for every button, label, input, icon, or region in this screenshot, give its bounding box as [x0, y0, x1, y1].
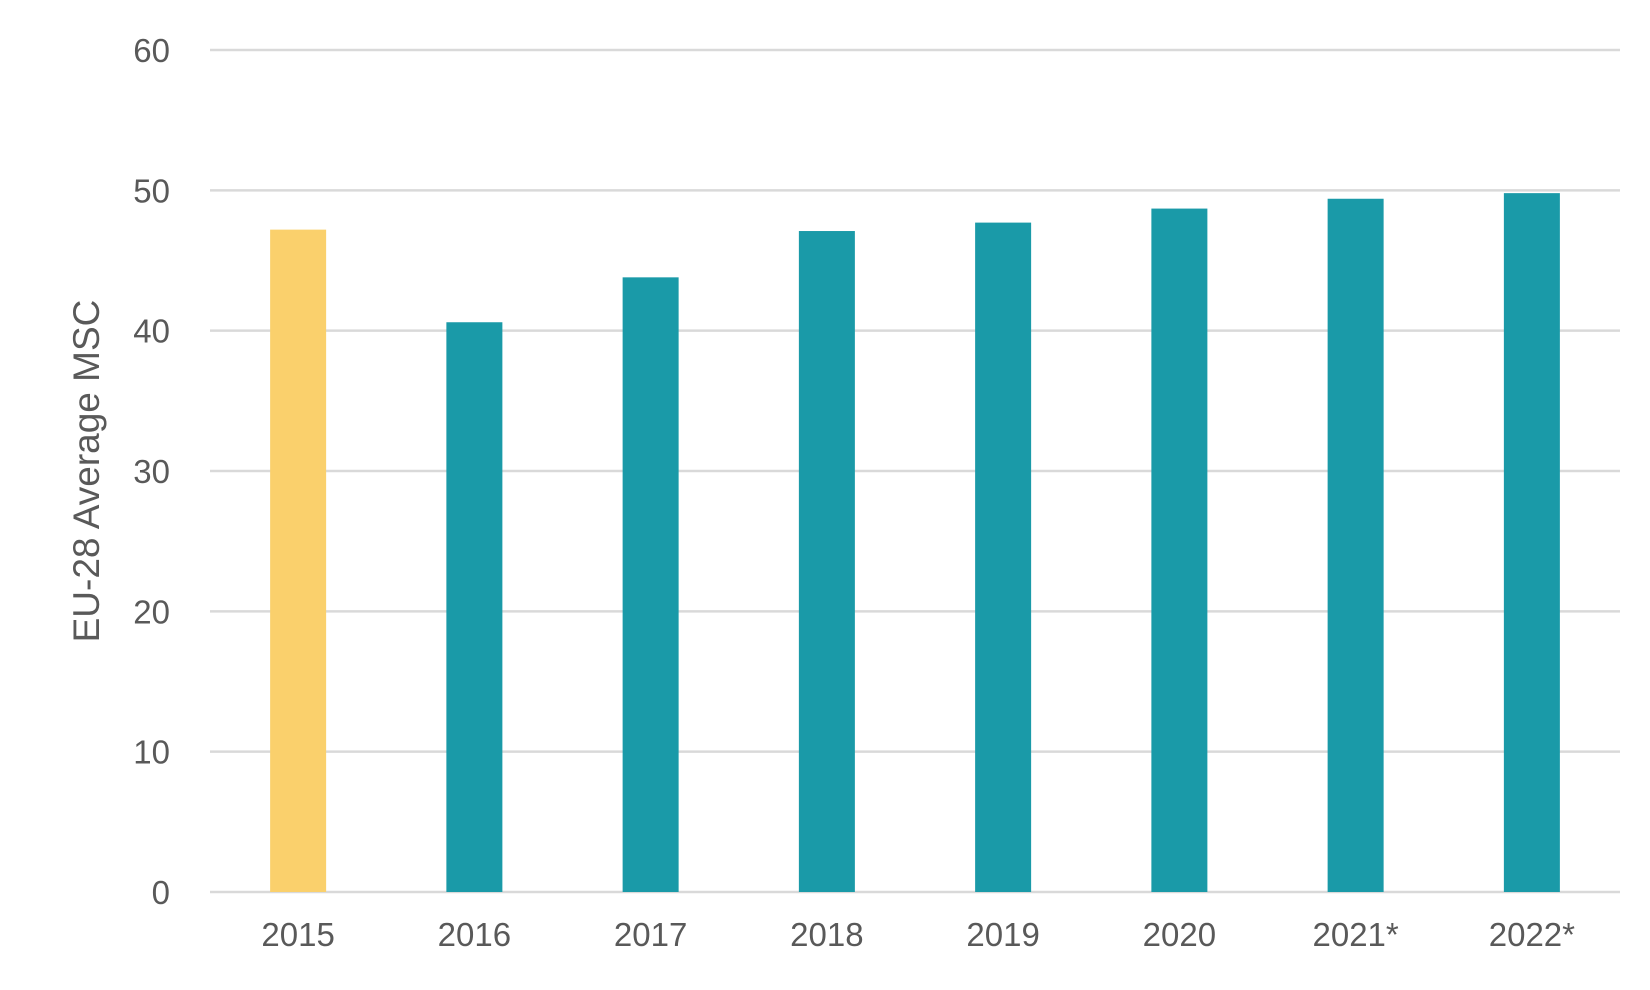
- y-tick-label: 50: [133, 172, 170, 209]
- x-axis-ticks: 2015 2016 2017 2018 2019 2020 2021* 2022*: [261, 916, 1575, 953]
- x-tick-label: 2015: [261, 916, 334, 953]
- bar-2020: [1151, 208, 1208, 892]
- y-tick-label: 40: [133, 313, 170, 350]
- y-axis-title: EU-28 Average MSC: [66, 300, 107, 643]
- bar-2016: [446, 322, 503, 892]
- x-tick-label: 2016: [438, 916, 511, 953]
- x-tick-label: 2022*: [1489, 916, 1575, 953]
- x-tick-label: 2021*: [1312, 916, 1398, 953]
- y-tick-label: 10: [133, 734, 170, 771]
- bars: [270, 193, 1560, 893]
- x-tick-label: 2017: [614, 916, 687, 953]
- bar-2018: [798, 231, 855, 892]
- x-tick-label: 2020: [1143, 916, 1216, 953]
- bar-2019: [975, 222, 1032, 893]
- gridlines: [210, 48, 1620, 894]
- y-tick-label: 20: [133, 593, 170, 630]
- y-axis-ticks: 0 10 20 30 40 50 60: [133, 32, 170, 911]
- y-tick-label: 60: [133, 32, 170, 69]
- bar-2017: [622, 277, 679, 893]
- bar-2022-star: [1503, 193, 1560, 892]
- bar-2015: [270, 229, 327, 893]
- y-tick-label: 30: [133, 453, 170, 490]
- bar-2021-star: [1327, 198, 1384, 893]
- y-tick-label: 0: [152, 874, 170, 911]
- x-tick-label: 2019: [966, 916, 1039, 953]
- x-tick-label: 2018: [790, 916, 863, 953]
